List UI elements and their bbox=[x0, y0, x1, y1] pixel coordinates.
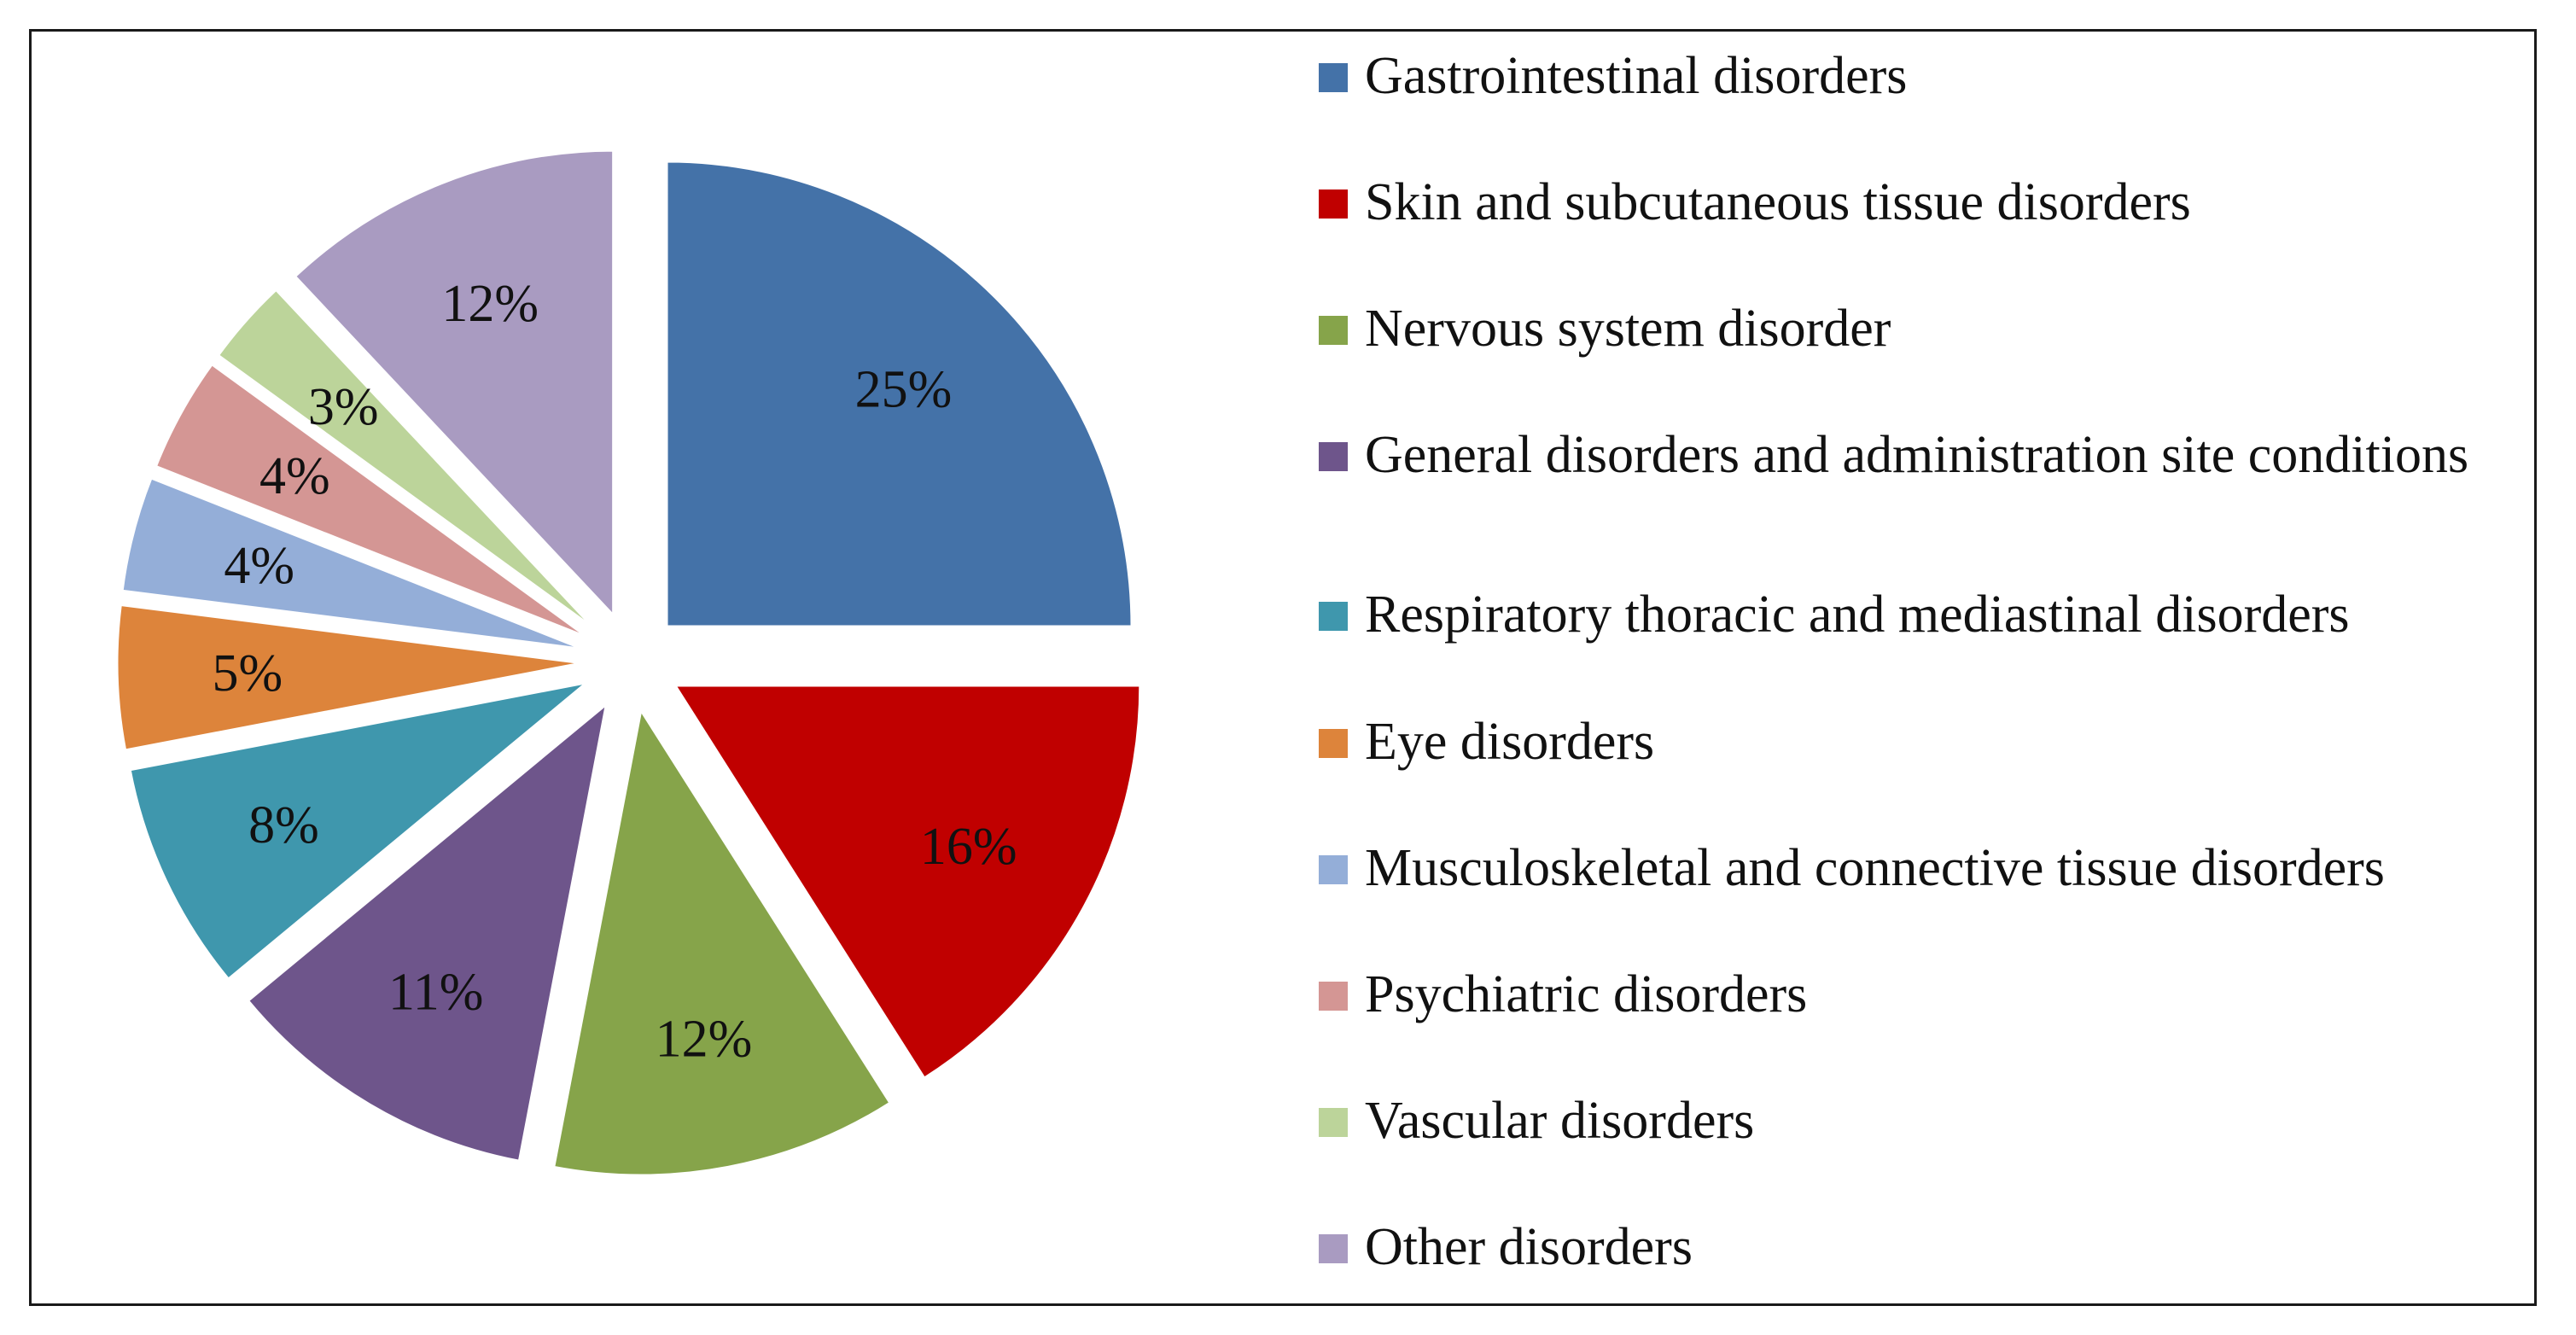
slice-data-label: 25% bbox=[855, 361, 953, 419]
legend-item: Psychiatric disorders bbox=[1319, 961, 2514, 1028]
pie-slice-3 bbox=[551, 706, 892, 1177]
legend-label: Vascular disorders bbox=[1365, 1092, 1755, 1150]
legend-item: Eye disorders bbox=[1319, 708, 2514, 775]
legend-swatch bbox=[1319, 316, 1348, 345]
legend-swatch bbox=[1319, 982, 1348, 1011]
legend-item: Other disorders bbox=[1319, 1214, 2514, 1280]
legend-swatch bbox=[1319, 729, 1348, 758]
legend-item: Musculoskeletal and connective tissue di… bbox=[1319, 835, 2514, 901]
legend-label: Musculoskeletal and connective tissue di… bbox=[1365, 839, 2385, 897]
legend-label: General disorders and administration sit… bbox=[1365, 426, 2469, 484]
legend-swatch bbox=[1319, 602, 1348, 631]
pie-slice-7 bbox=[120, 476, 585, 651]
pie-slice-2 bbox=[673, 684, 1142, 1081]
legend-label: Skin and subcutaneous tissue disorders bbox=[1365, 173, 2191, 231]
pie-slice-9 bbox=[216, 288, 596, 630]
legend-label: Gastrointestinal disorders bbox=[1365, 47, 1908, 105]
legend-swatch bbox=[1319, 189, 1348, 219]
legend-label: Respiratory thoracic and mediastinal dis… bbox=[1365, 586, 2350, 644]
legend-swatch bbox=[1319, 63, 1348, 92]
pie-slice-5 bbox=[128, 681, 588, 982]
pie-slice-1 bbox=[665, 160, 1134, 628]
slice-data-label: 8% bbox=[248, 796, 319, 854]
pie-slice-10 bbox=[293, 149, 615, 619]
pie-slice-8 bbox=[154, 362, 590, 639]
legend-item: Gastrointestinal disorders bbox=[1319, 43, 2514, 109]
slice-data-label: 5% bbox=[212, 644, 283, 702]
legend-item: Skin and subcutaneous tissue disorders bbox=[1319, 169, 2514, 236]
slice-data-label: 3% bbox=[308, 378, 379, 436]
legend-label: Eye disorders bbox=[1365, 713, 1655, 771]
legend-item: Vascular disorders bbox=[1319, 1087, 2514, 1154]
legend-swatch bbox=[1319, 855, 1348, 884]
slice-data-label: 16% bbox=[920, 818, 1017, 876]
slice-data-label: 11% bbox=[388, 964, 483, 1022]
legend-label: Other disorders bbox=[1365, 1218, 1693, 1276]
pie-slice-6 bbox=[115, 603, 583, 752]
legend-swatch bbox=[1319, 442, 1348, 471]
legend-label: Psychiatric disorders bbox=[1365, 965, 1808, 1023]
legend-swatch bbox=[1319, 1108, 1348, 1137]
pie-chart: 25% 16% 12% 11% 8% 5% 4% 4% 3% 12% bbox=[115, 149, 1142, 1177]
legend-swatch bbox=[1319, 1234, 1348, 1263]
legend-label: Nervous system disorder bbox=[1365, 300, 1891, 358]
legend-item: Respiratory thoracic and mediastinal dis… bbox=[1319, 581, 2514, 648]
slice-data-label: 4% bbox=[224, 537, 294, 595]
legend-item: General disorders and administration sit… bbox=[1319, 422, 2514, 488]
pie-slice-4 bbox=[246, 701, 609, 1163]
slice-data-label: 12% bbox=[441, 275, 539, 333]
slice-data-label: 4% bbox=[259, 447, 330, 505]
legend-item: Nervous system disorder bbox=[1319, 295, 2514, 362]
slice-data-label: 12% bbox=[656, 1010, 753, 1068]
